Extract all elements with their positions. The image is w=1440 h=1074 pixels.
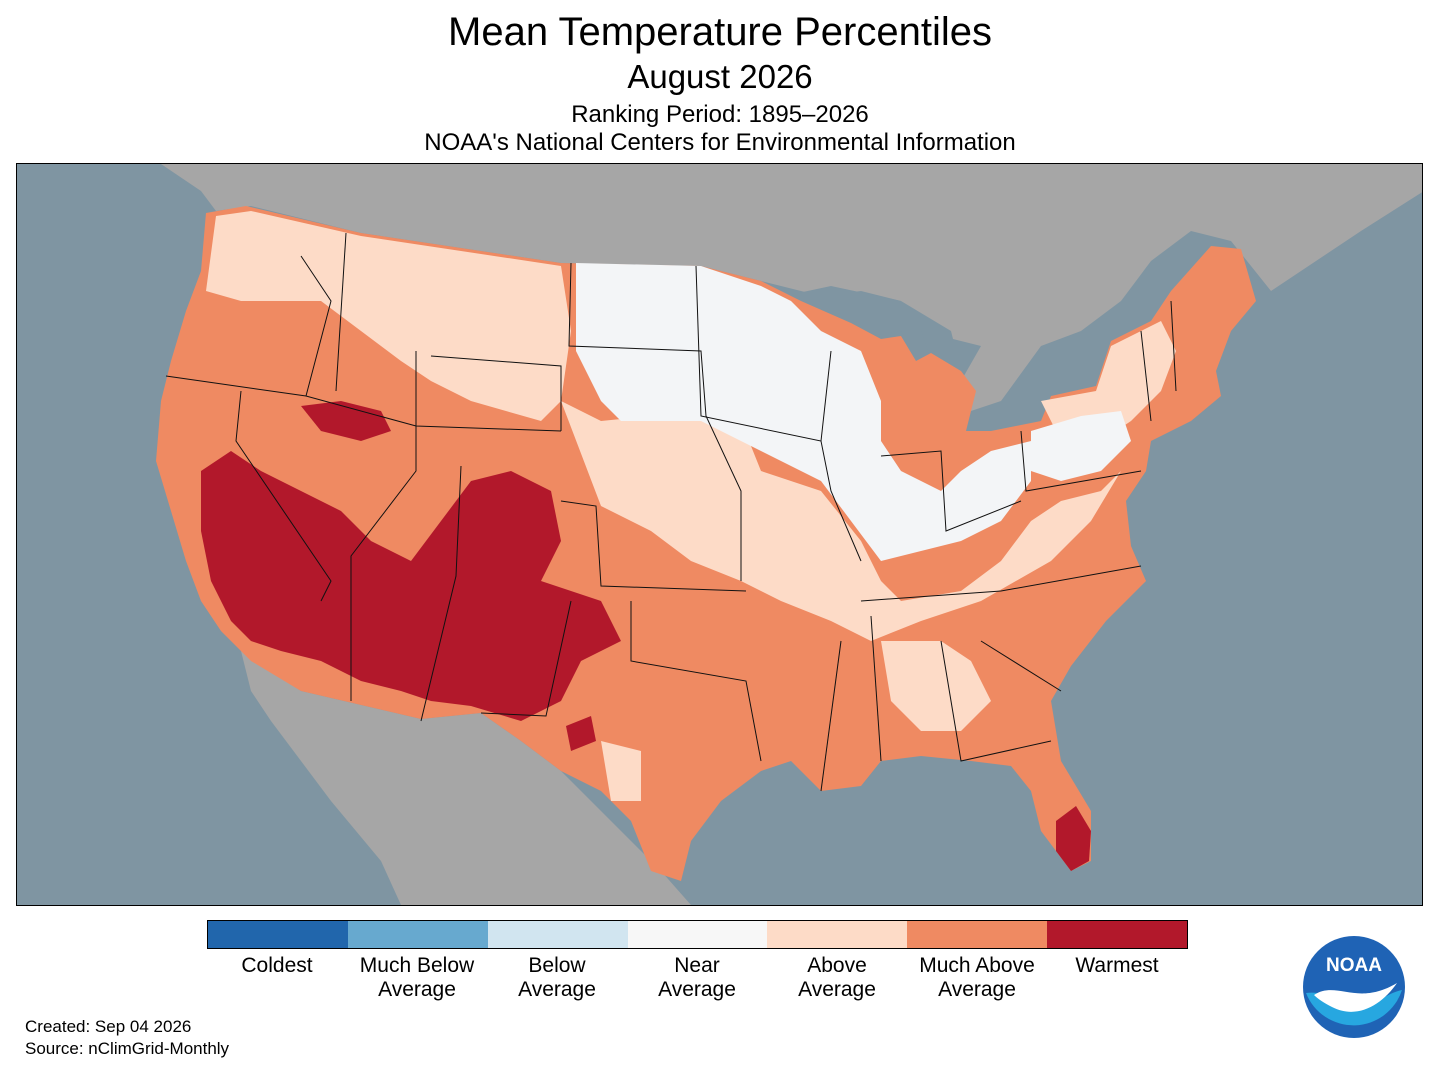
watermark: php中文网 <box>1363 1052 1424 1067</box>
region-warmest-southwest <box>201 451 621 721</box>
region-above-average-central <box>561 401 1121 641</box>
region-warmest-oregon-idaho <box>301 401 391 441</box>
legend-swatch-warmest <box>1047 921 1188 948</box>
legend-label-below: Below Average <box>518 954 596 1001</box>
region-near-average-north-central <box>576 263 1031 561</box>
us-temperature-map <box>16 163 1423 906</box>
mexico-landmass <box>241 651 691 905</box>
legend-swatch-much-below <box>347 921 488 948</box>
legend-swatch-below <box>487 921 628 948</box>
legend-label-much-below: Much Below Average <box>359 954 475 1001</box>
legend-swatch-coldest <box>208 921 348 948</box>
region-above-average-north <box>206 211 571 421</box>
map-title: Mean Temperature Percentiles <box>448 10 992 54</box>
region-near-average-northeast <box>1031 411 1131 481</box>
canada-landmass <box>17 164 1422 411</box>
legend-label-much-above: Much Above Average <box>919 954 1035 1001</box>
data-source: Source: nClimGrid-Monthly <box>25 1039 230 1058</box>
state-boundaries <box>165 232 1177 792</box>
legend-label-coldest: Coldest <box>241 954 313 977</box>
legend-label-warmest: Warmest <box>1075 954 1159 977</box>
region-warmest-florida <box>1056 806 1091 871</box>
noaa-logo-icon: NOAA <box>1302 935 1406 1039</box>
legend-label-above: Above Average <box>798 954 876 1001</box>
region-above-average-southeast <box>881 641 991 731</box>
legend-color-bar <box>207 920 1188 949</box>
legend-label-near: Near Average <box>658 954 736 1001</box>
region-above-average-northeast <box>1041 321 1176 441</box>
agency-name: NOAA's National Centers for Environmenta… <box>424 129 1016 156</box>
ranking-period: Ranking Period: 1895–2026 <box>571 101 869 128</box>
map-svg <box>17 164 1422 905</box>
legend-swatch-above <box>767 921 908 948</box>
svg-text:NOAA: NOAA <box>1326 955 1382 976</box>
legend-swatch-near <box>627 921 768 948</box>
created-date: Created: Sep 04 2026 <box>25 1017 192 1036</box>
legend-swatch-much-above <box>907 921 1048 948</box>
region-warmest-texas-west <box>566 716 596 751</box>
region-above-average-texas <box>601 741 641 801</box>
map-subtitle: August 2026 <box>627 58 813 95</box>
